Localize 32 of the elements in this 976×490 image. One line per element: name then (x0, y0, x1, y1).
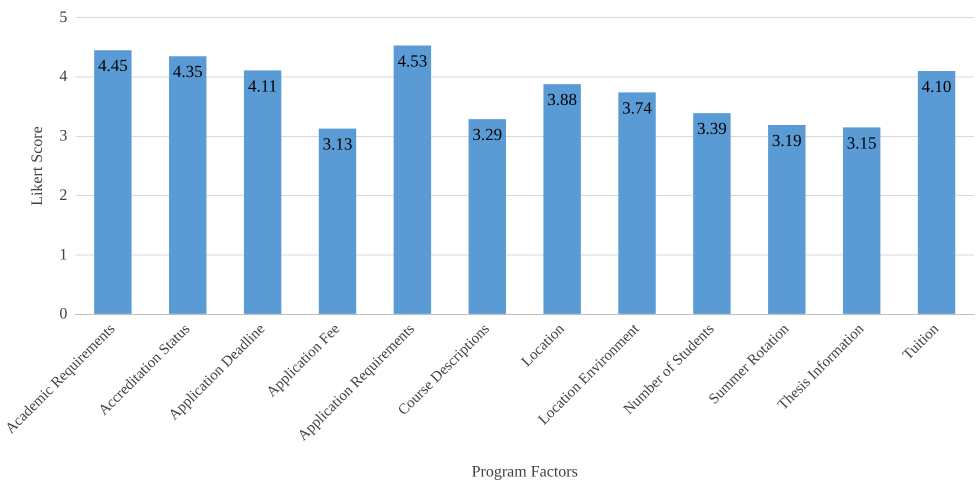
bar (842, 127, 880, 314)
bar (918, 71, 956, 314)
bar (94, 50, 132, 314)
x-axis-title: Program Factors (472, 464, 578, 481)
data-label: 4.45 (98, 56, 128, 76)
data-label: 3.88 (547, 90, 578, 110)
bar (618, 92, 656, 314)
y-tick-label: 1 (59, 246, 68, 264)
data-label: 3.15 (846, 133, 877, 152)
y-tick-label: 2 (59, 186, 68, 204)
data-label: 4.53 (398, 51, 428, 70)
y-tick-label: 5 (59, 8, 68, 26)
data-label: 3.39 (697, 119, 727, 138)
data-label: 3.19 (772, 131, 802, 150)
data-label: 3.13 (322, 134, 352, 154)
y-tick-label: 4 (59, 68, 68, 86)
bar (169, 56, 206, 314)
bar (693, 113, 731, 314)
bar (394, 46, 432, 314)
data-label: 3.74 (622, 98, 652, 118)
bar (318, 128, 356, 314)
data-label: 4.10 (922, 77, 952, 96)
y-axis-title: Likert Score (29, 126, 46, 206)
bar (244, 70, 282, 314)
y-tick-label: 3 (59, 128, 68, 145)
y-tick-label: 0 (59, 306, 68, 323)
bar (468, 119, 506, 314)
data-label: 4.35 (172, 62, 203, 82)
data-label: 3.29 (472, 125, 502, 144)
data-label: 4.11 (248, 76, 278, 96)
bar (543, 84, 581, 314)
bar (768, 125, 806, 314)
